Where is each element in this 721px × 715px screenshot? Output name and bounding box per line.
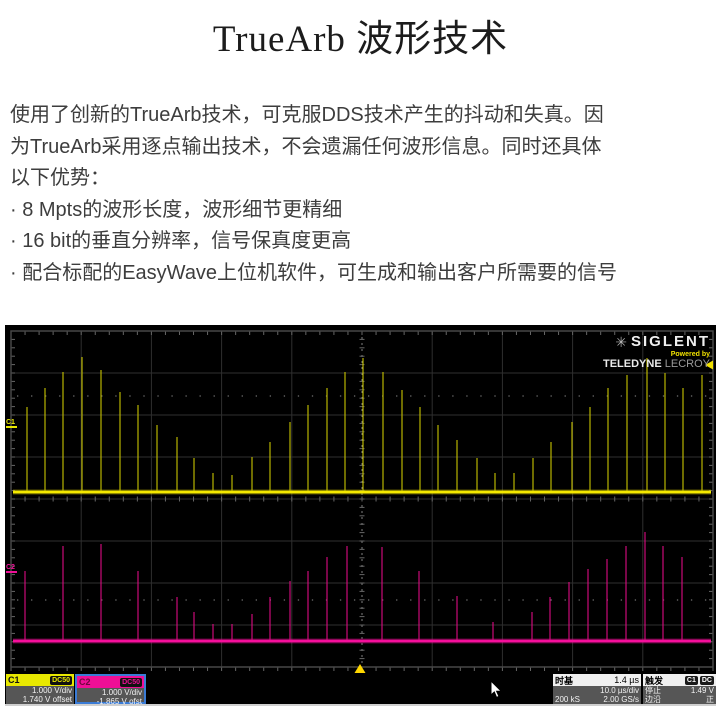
svg-text:C1: C1 — [6, 419, 15, 426]
trigger-mode: 停止 — [645, 686, 661, 695]
powered-by-label: Powered by — [670, 350, 710, 358]
trigger-type: 边沿 — [645, 694, 661, 704]
channel2-scale: 1.000 V/div — [101, 688, 142, 697]
timebase-info-box: 时基 1.4 µs 10.0 µs/div 200 kS 2.00 GS/s — [553, 674, 641, 704]
vendor-name-light: LECROY — [664, 358, 710, 371]
intro-line: 为TrueArb采用逐点输出技术，不会遗漏任何波形信息。同时还具体 — [10, 135, 602, 158]
trigger-label: 触发 — [645, 675, 664, 686]
mouse-cursor-icon — [490, 680, 503, 699]
channel1-header: C1 DC50 — [6, 674, 74, 686]
channel2-header: C2 DC50 — [77, 676, 144, 688]
brand-name: SIGLENT — [630, 333, 710, 350]
sample-rate: 2.00 GS/s — [603, 694, 639, 704]
timebase-value: 1.4 µs — [614, 675, 639, 685]
body-text: 使用了创新的TrueArb技术，可克服DDS技术产生的抖动和失真。因 为True… — [10, 100, 713, 289]
trigger-info-box: 触发 C1 DC 停止 1.49 V 边沿 正 — [643, 674, 716, 704]
oscilloscope-screenshot: C1 C2 ✳ SIGLENT Powered by TELEDYNE LECRO… — [5, 325, 716, 706]
trigger-header: 触发 C1 DC — [643, 674, 716, 686]
channel1-scale: 1.000 V/div — [31, 686, 72, 695]
channel2-offset: -1.865 V ofst — [96, 696, 142, 706]
timebase-scale: 10.0 µs/div — [600, 686, 639, 695]
channel1-label: C1 — [8, 675, 20, 685]
bullet-item: · 8 Mpts的波形长度，波形细节更精细 — [10, 198, 343, 221]
sample-count: 200 kS — [555, 694, 580, 704]
scope-display: C1 C2 — [6, 330, 714, 673]
vendor-name-bold: TELEDYNE — [603, 358, 662, 371]
page-title: TrueArb 波形技术 — [212, 19, 509, 60]
bullet-item: · 配合标配的EasyWave上位机软件，可生成和输出客户所需要的信号 — [10, 261, 618, 284]
siglent-logo-icon: ✳ — [615, 333, 627, 350]
channel2-label: C2 — [79, 677, 91, 687]
svg-text:C2: C2 — [6, 564, 15, 571]
trigger-source-badge: C1 — [684, 675, 698, 685]
channel1-coupling-badge: DC50 — [50, 675, 72, 685]
channel1-info-box: C1 DC50 1.000 V/div 1.740 V offset — [6, 674, 74, 704]
intro-line: 使用了创新的TrueArb技术，可克服DDS技术产生的抖动和失真。因 — [10, 104, 604, 126]
bullet-item: · 16 bit的垂直分辨率，信号保真度更高 — [10, 230, 352, 252]
trigger-level: 1.49 V — [690, 686, 714, 695]
channel2-coupling-badge: DC50 — [120, 677, 142, 687]
channel2-info-box: C2 DC50 1.000 V/div -1.865 V ofst — [75, 674, 146, 706]
trigger-slope: 正 — [706, 694, 714, 704]
vendor-name: TELEDYNE LECROY — [603, 358, 710, 371]
timebase-header: 时基 1.4 µs — [553, 674, 641, 686]
trigger-coupling-badge: DC — [699, 675, 714, 685]
timebase-label: 时基 — [555, 675, 574, 686]
scope-status-bar: C1 DC50 1.000 V/div 1.740 V offset C2 DC… — [5, 672, 716, 706]
brand-logo: ✳ SIGLENT Powered by TELEDYNE LECROY — [603, 334, 710, 371]
intro-line: 以下优势： — [10, 167, 110, 189]
channel1-offset: 1.740 V offset — [22, 694, 72, 704]
